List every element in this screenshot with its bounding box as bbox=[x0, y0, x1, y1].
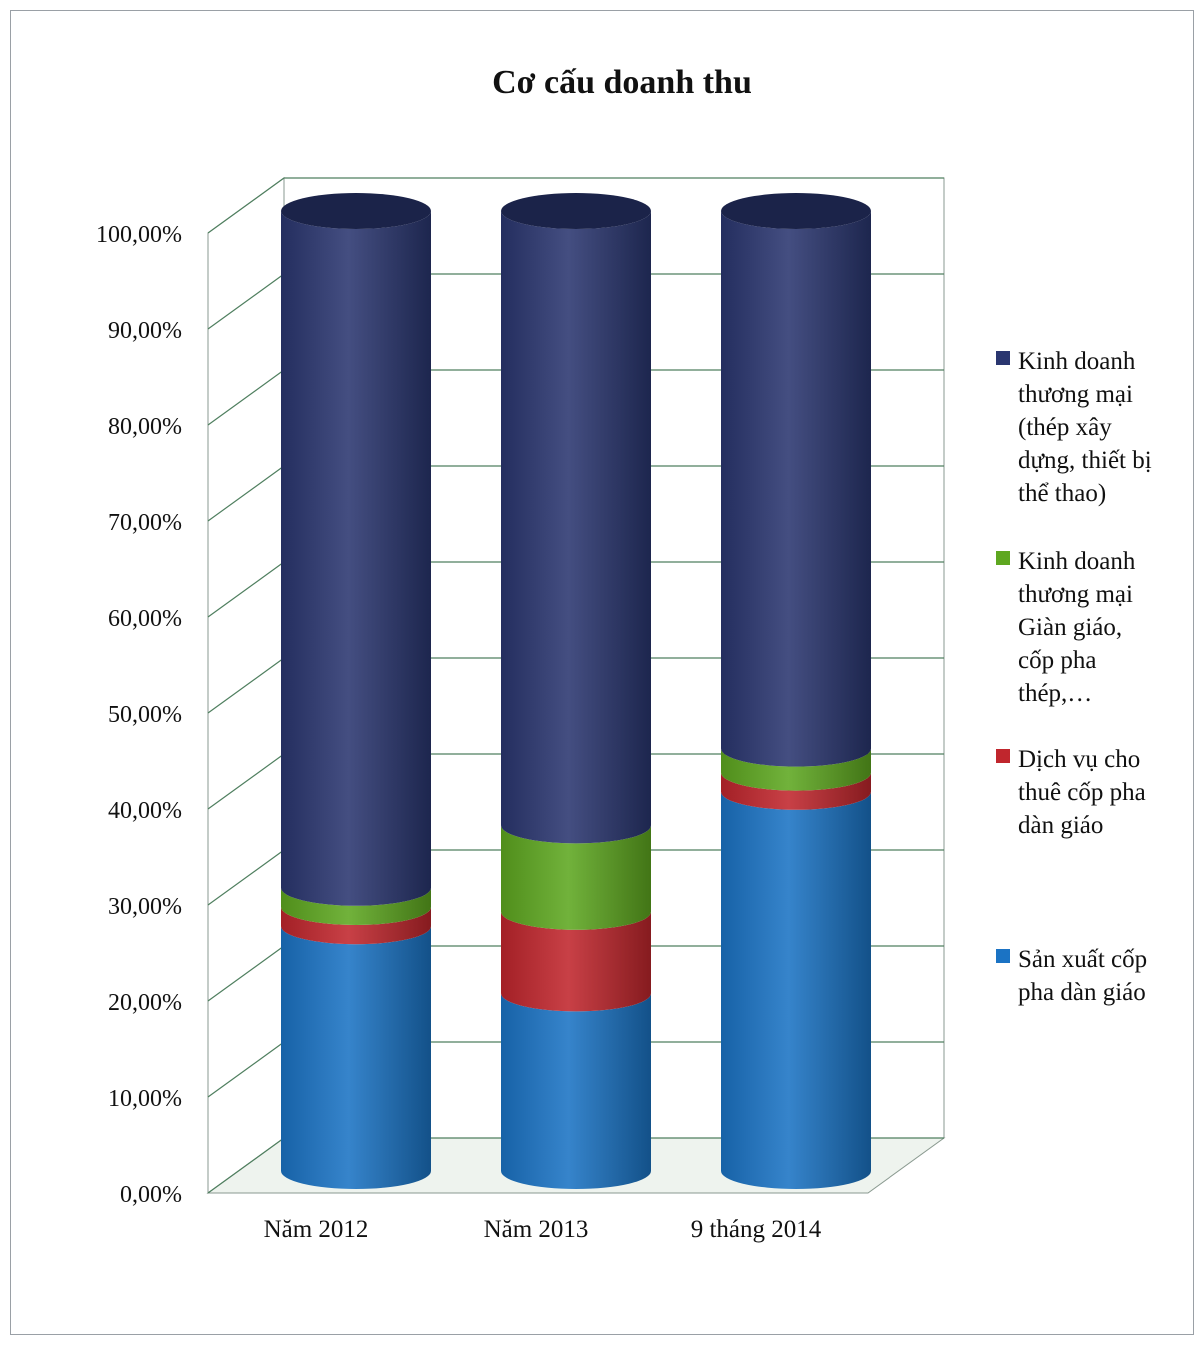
legend-label-line: Dịch vụ cho bbox=[1018, 746, 1141, 773]
legend-label-line: Sản xuất cốp bbox=[1018, 946, 1148, 973]
bars bbox=[281, 193, 871, 1189]
chart-frame bbox=[10, 10, 1194, 1335]
bar-segment bbox=[721, 791, 871, 1189]
legend-swatch bbox=[996, 551, 1010, 565]
bar-top bbox=[281, 193, 431, 229]
bar-top bbox=[501, 193, 651, 229]
legend-label-line: thương mại bbox=[1018, 381, 1133, 408]
bar-segment bbox=[721, 748, 871, 791]
legend-label-line: thép,… bbox=[1018, 680, 1093, 707]
y-tick-label: 70,00% bbox=[108, 510, 182, 536]
legend-label-line: dựng, thiết bị bbox=[1018, 447, 1152, 474]
bar-top bbox=[721, 193, 871, 229]
y-tick-label: 80,00% bbox=[108, 414, 182, 440]
bar-segment bbox=[281, 926, 432, 1189]
bar-segment bbox=[501, 911, 651, 1012]
chart-title: Cơ cấu doanh thu bbox=[492, 64, 752, 101]
x-tick-label: 9 tháng 2014 bbox=[691, 1216, 822, 1243]
legend-label-line: Giàn giáo, bbox=[1018, 614, 1123, 641]
bar-group bbox=[721, 193, 871, 1189]
legend-swatch bbox=[996, 749, 1010, 763]
y-axis-ticks: 0,00% 10,00% 20,00% 30,00% 40,00% 50,00% 60,00… bbox=[96, 222, 182, 1208]
bar-segment bbox=[721, 211, 871, 767]
x-tick-label: Năm 2013 bbox=[484, 1216, 589, 1243]
legend-label-line: cốp pha bbox=[1018, 647, 1097, 674]
y-tick-label: 30,00% bbox=[108, 894, 182, 920]
legend-label: Sản xuất cốp pha dàn giáo bbox=[1018, 943, 1178, 1009]
y-tick-label: 60,00% bbox=[108, 606, 182, 632]
bar-group bbox=[501, 193, 651, 1189]
bar-segment bbox=[721, 772, 871, 810]
y-tick-label: 40,00% bbox=[108, 798, 182, 824]
y-tick-label: 20,00% bbox=[108, 990, 182, 1016]
bar-segment bbox=[281, 907, 432, 945]
x-axis-labels: Năm 2012 Năm 2013 9 tháng 2014 bbox=[264, 1216, 822, 1243]
x-tick-label: Năm 2012 bbox=[264, 1216, 369, 1243]
legend-label: Kinh doanh thương mại (thép xây dựng, thiết… bbox=[1018, 345, 1178, 510]
legend-label-line: (thép xây bbox=[1018, 414, 1112, 441]
y-tick-label: 90,00% bbox=[108, 318, 182, 344]
y-tick-label: 0,00% bbox=[120, 1182, 182, 1208]
legend-swatch bbox=[996, 351, 1010, 365]
bar-group bbox=[281, 193, 432, 1189]
y-tick-label: 10,00% bbox=[108, 1086, 182, 1112]
legend-label: Dịch vụ cho thuê cốp pha dàn giáo bbox=[1018, 743, 1178, 842]
legend-label-line: pha dàn giáo bbox=[1018, 979, 1146, 1006]
legend-label: Kinh doanh thương mại Giàn giáo, cốp pha thé… bbox=[1018, 545, 1178, 710]
legend-swatch bbox=[996, 949, 1010, 963]
legend-label-line: dàn giáo bbox=[1018, 812, 1104, 839]
y-tick-label: 100,00% bbox=[96, 222, 182, 248]
legend-label-line: thể thao) bbox=[1018, 480, 1107, 507]
legend-label-line: thương mại bbox=[1018, 581, 1133, 608]
bar-segment bbox=[501, 825, 651, 930]
bar-segment bbox=[501, 211, 651, 844]
y-tick-label: 50,00% bbox=[108, 702, 182, 728]
bar-segment bbox=[501, 993, 651, 1189]
legend-label-line: Kinh doanh bbox=[1018, 548, 1136, 575]
legend-label-line: Kinh doanh bbox=[1018, 348, 1136, 375]
legend-label-line: thuê cốp pha bbox=[1018, 779, 1146, 806]
bar-segment bbox=[281, 211, 432, 906]
bar-segment bbox=[281, 887, 432, 925]
